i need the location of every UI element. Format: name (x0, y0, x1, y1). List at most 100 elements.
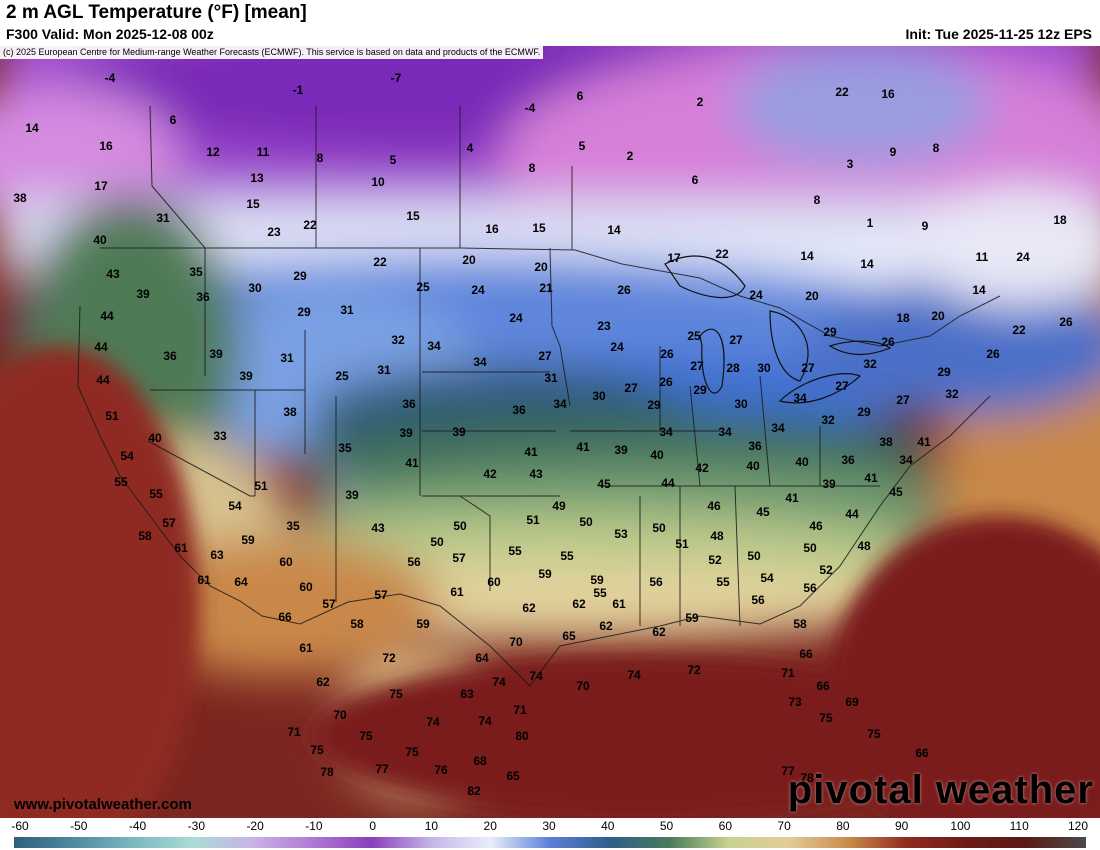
temperature-value: 68 (473, 754, 487, 768)
temperature-value: 34 (793, 391, 807, 405)
temperature-value: 70 (509, 635, 523, 649)
temperature-value: 36 (512, 403, 526, 417)
temperature-value: 20 (931, 309, 945, 323)
temperature-value: 56 (649, 575, 663, 589)
color-scale-legend: -60 -50 -40 -30 -20 -10 0 10 20 30 40 50 60 70 80 90 100… (0, 818, 1100, 850)
temperature-value: 59 (538, 567, 552, 581)
temperature-value: 34 (718, 425, 732, 439)
temperature-map[interactable]: -4 -7 -1 -4 6 2 22 16 14 6 16 12 11 8 5 4 5 2 9 8 3 17 13 10 8 6 8… (0, 46, 1100, 818)
temperature-value: 62 (652, 625, 666, 639)
temperature-value: 27 (896, 393, 910, 407)
temperature-value: 6 (577, 89, 584, 103)
temperature-value: 51 (675, 537, 689, 551)
temperature-value: 61 (299, 641, 313, 655)
temperature-value: 57 (162, 516, 176, 530)
temperature-value: 58 (350, 617, 364, 631)
temperature-value: 26 (660, 347, 674, 361)
temperature-value: 55 (716, 575, 730, 589)
temperature-value: 74 (426, 715, 440, 729)
temperature-value: 75 (867, 727, 881, 741)
temperature-value: 40 (148, 431, 162, 445)
color-scale-tick: 100 (950, 819, 971, 833)
map-header: 2 m AGL Temperature (°F) [mean] F300 Val… (0, 0, 1100, 46)
temperature-value: 29 (647, 398, 661, 412)
temperature-value: 44 (94, 340, 108, 354)
color-scale-tick: 40 (601, 819, 615, 833)
temperature-value: 63 (460, 687, 474, 701)
temperature-value: 3 (847, 157, 854, 171)
temperature-value: 41 (864, 471, 878, 485)
temperature-value: 36 (402, 397, 416, 411)
temperature-value: 43 (106, 267, 120, 281)
temperature-value: 32 (391, 333, 405, 347)
temperature-value: 35 (286, 519, 300, 533)
temperature-value: 12 (206, 145, 220, 159)
temperature-value: 11 (257, 145, 270, 159)
temperature-value: 22 (373, 255, 387, 269)
temperature-value: 57 (452, 551, 466, 565)
temperature-value: 60 (279, 555, 293, 569)
temperature-value: -4 (525, 101, 536, 115)
temperature-value: 82 (467, 784, 481, 798)
temperature-value: 22 (303, 218, 317, 232)
temperature-value: 8 (933, 141, 940, 155)
color-scale-tick: 20 (483, 819, 497, 833)
valid-time: F300 Valid: Mon 2025-12-08 00z (6, 26, 214, 42)
temperature-value: 2 (697, 95, 704, 109)
temperature-value: 26 (986, 347, 1000, 361)
temperature-value: 58 (138, 529, 152, 543)
temperature-value: 56 (803, 581, 817, 595)
temperature-value: 24 (1016, 250, 1030, 264)
temperature-value: 66 (799, 647, 813, 661)
color-scale-tick: 110 (1009, 819, 1029, 833)
website-label[interactable]: www.pivotalweather.com (14, 796, 192, 813)
temperature-value: 10 (371, 175, 385, 189)
temperature-value: 62 (599, 619, 613, 633)
temperature-value: 63 (210, 548, 224, 562)
brand-logo: pivotal weather (787, 768, 1094, 812)
color-scale-tick: 10 (424, 819, 439, 833)
temperature-value: 50 (579, 515, 593, 529)
temperature-value: 39 (209, 347, 223, 361)
temperature-value: 5 (579, 139, 586, 153)
temperature-value: 51 (526, 513, 540, 527)
temperature-value: 44 (845, 507, 859, 521)
temperature-value: 55 (508, 544, 522, 558)
temperature-value: 22 (715, 247, 729, 261)
temperature-value: 51 (254, 479, 268, 493)
temperature-value: 27 (729, 333, 743, 347)
temperature-value: 17 (667, 251, 681, 265)
temperature-value: 28 (726, 361, 740, 375)
temperature-value: 42 (695, 461, 709, 475)
temperature-value: 75 (405, 745, 419, 759)
temperature-value: 29 (823, 325, 837, 339)
temperature-value: 45 (756, 505, 770, 519)
temperature-value: 39 (136, 287, 150, 301)
temperature-value: 36 (196, 290, 210, 304)
temperature-value: 16 (485, 222, 499, 236)
temperature-value: 30 (248, 281, 262, 295)
temperature-value: 8 (814, 193, 821, 207)
temperature-value: 50 (803, 541, 817, 555)
temperature-value: 44 (100, 309, 114, 323)
temperature-value: 62 (316, 675, 330, 689)
temperature-value: 36 (748, 439, 762, 453)
temperature-value: 48 (857, 539, 871, 553)
temperature-value: 56 (751, 593, 765, 607)
great-lakes (664, 255, 892, 404)
temperature-value: 36 (841, 453, 855, 467)
temperature-value: 31 (156, 211, 170, 225)
color-scale-tick: 90 (894, 819, 909, 833)
temperature-value: 75 (819, 711, 833, 725)
temperature-value: 31 (340, 303, 354, 317)
temperature-value: -4 (105, 71, 116, 85)
temperature-value: 80 (515, 729, 529, 743)
temperature-value: 57 (374, 588, 388, 602)
temperature-value: 26 (617, 283, 631, 297)
temperature-value: 31 (377, 363, 391, 377)
temperature-value: 75 (389, 687, 403, 701)
temperature-value: 39 (822, 477, 836, 491)
temperature-value: 5 (390, 153, 397, 167)
temperature-value: 15 (532, 221, 546, 235)
temperature-value: 39 (452, 425, 466, 439)
